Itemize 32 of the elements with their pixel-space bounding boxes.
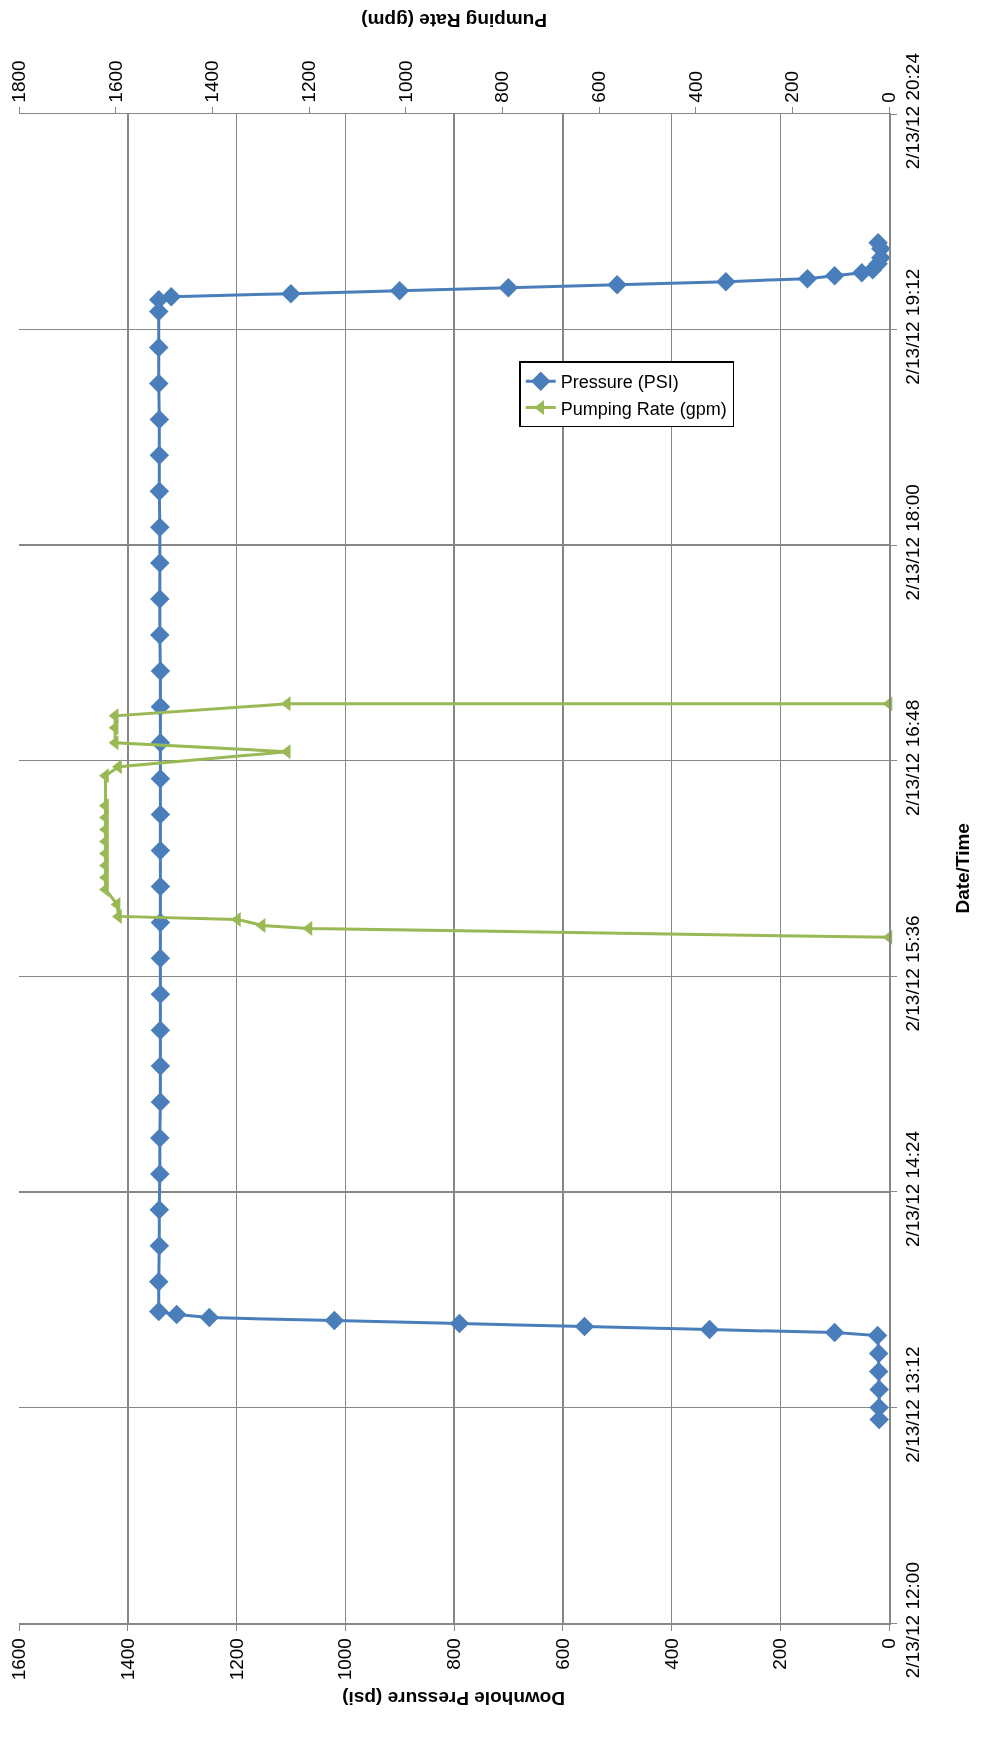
x2-axis-title: Pumping Rate (gpm) [361,9,547,31]
x2-tick-label: 1600 [104,60,126,103]
x2-tick-label: 800 [491,71,513,103]
x-tick-label: 800 [443,1638,465,1670]
y-axis-title: Date/Time [951,823,973,914]
y-tick-label: 2/13/12 20:24 [902,52,924,170]
legend-label: Pressure (PSI) [560,372,679,393]
x-axis-title: Downhole Pressure (psi) [342,1687,565,1709]
x2-tick-label: 1200 [298,60,320,103]
x-tick-label: 200 [769,1638,791,1670]
x2-tick-label: 1800 [8,60,30,103]
y-tick-label: 2/13/12 12:00 [902,1562,924,1679]
x2-tick-label: 1400 [201,60,223,103]
x2-tick-label: 400 [684,71,706,103]
y-tick-label: 2/13/12 18:00 [902,484,924,601]
x-tick-label: 400 [660,1638,682,1670]
y-tick-label: 2/13/12 16:48 [902,699,924,816]
x2-tick-label: 200 [781,71,803,103]
x2-tick-label: 0 [878,92,900,103]
x-tick-label: 1000 [334,1638,356,1681]
y-tick-label: 2/13/12 14:24 [902,1130,924,1248]
y-tick-label: 2/13/12 13:12 [902,1346,924,1463]
legend-label: Pumping Rate (gpm) [560,398,727,419]
x-tick-label: 1600 [8,1638,30,1681]
x2-tick-label: 1000 [394,60,416,103]
y-tick-label: 2/13/12 19:12 [902,268,924,385]
x-tick-label: 600 [551,1638,573,1670]
y-tick-label: 2/13/12 15:36 [902,915,924,1032]
x-tick-label: 0 [878,1638,900,1649]
x-tick-label: 1200 [225,1638,247,1681]
x-tick-label: 1400 [116,1638,138,1681]
x2-tick-label: 600 [588,71,610,103]
